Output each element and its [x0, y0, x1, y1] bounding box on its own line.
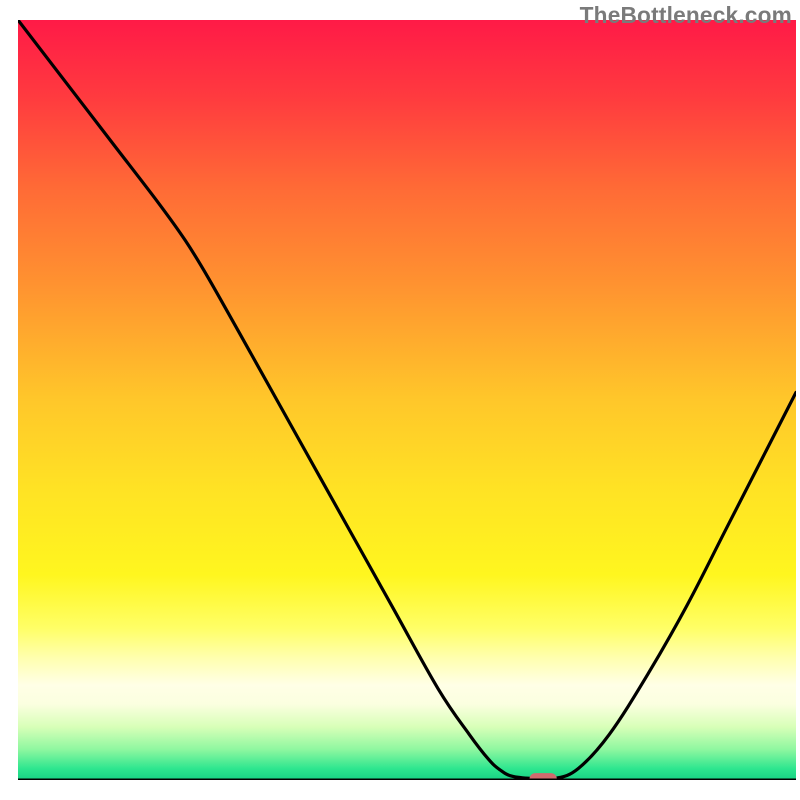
watermark-text: TheBottleneck.com [580, 2, 792, 29]
bottleneck-chart: TheBottleneck.com [0, 0, 800, 800]
gradient-background [18, 20, 796, 780]
chart-svg [0, 0, 800, 800]
